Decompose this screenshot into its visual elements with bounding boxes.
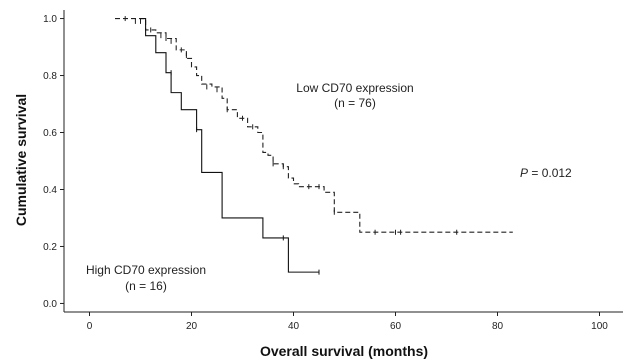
p-value-annotation: P = 0.012 xyxy=(520,166,572,180)
y-tick-label: 0.2 xyxy=(43,242,57,253)
high-expression-label: High CD70 expression xyxy=(86,263,206,277)
p-value-symbol: P xyxy=(520,166,528,180)
y-tick-label: 1.0 xyxy=(43,14,57,25)
x-axis-title: Overall survival (months) xyxy=(260,343,428,359)
y-tick-label: 0.4 xyxy=(43,185,57,196)
km-series-solid xyxy=(140,17,320,275)
x-ticks: 0 20 40 60 80 100 xyxy=(87,312,608,332)
x-tick-label: 20 xyxy=(186,321,198,332)
x-tick-label: 0 xyxy=(87,321,93,332)
y-tick-label: 0.0 xyxy=(43,299,57,310)
low-expression-n: (n = 76) xyxy=(334,96,376,110)
km-curve xyxy=(115,17,513,233)
x-tick-label: 80 xyxy=(492,321,504,332)
x-tick-label: 40 xyxy=(288,321,300,332)
km-curve xyxy=(140,17,319,273)
x-tick-label: 100 xyxy=(591,321,608,332)
y-tick-label: 0.8 xyxy=(43,71,57,82)
series-layer xyxy=(115,16,513,275)
low-expression-label: Low CD70 expression xyxy=(296,81,413,95)
high-expression-n: (n = 16) xyxy=(125,279,167,293)
axes: 0.0 0.2 0.4 0.6 0.8 1.0 0 20 40 60 80 100 xyxy=(43,10,623,332)
km-series-dashed xyxy=(115,16,513,235)
x-tick-label: 60 xyxy=(390,321,402,332)
y-ticks: 0.0 0.2 0.4 0.6 0.8 1.0 xyxy=(43,14,64,310)
y-tick-label: 0.6 xyxy=(43,128,57,139)
y-axis-title: Cumulative survival xyxy=(13,94,29,226)
p-value-number: = 0.012 xyxy=(528,166,572,180)
